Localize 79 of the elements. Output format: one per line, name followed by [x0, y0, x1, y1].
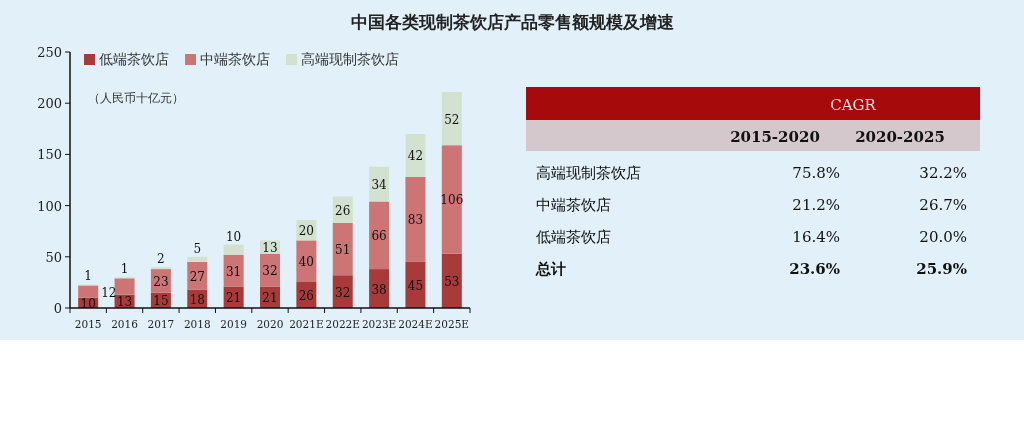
x-tick-label: 2020	[256, 318, 284, 330]
data-label: 1	[120, 262, 129, 277]
text: 21.2%	[792, 196, 840, 214]
text: 26.7%	[919, 196, 967, 214]
data-label: 10	[226, 229, 242, 244]
x-tick-label: 2017	[147, 318, 175, 330]
data-label: 32	[335, 285, 351, 300]
y-tick-label: 100	[37, 198, 62, 214]
bar	[441, 91, 462, 146]
text: 32.2%	[919, 164, 967, 182]
legend-label: 高端现制茶饮店	[301, 51, 399, 67]
data-label: 18	[189, 292, 205, 307]
text: 中国各类现制茶饮店产品零售额规模及增速	[350, 12, 674, 32]
bar	[369, 201, 390, 270]
text: 总计	[535, 260, 566, 278]
y-tick-label: 150	[37, 147, 62, 163]
bar	[187, 256, 208, 262]
text: 2015-2020	[730, 128, 820, 146]
data-label: 38	[371, 282, 387, 297]
x-tick-label: 2015	[74, 318, 102, 330]
text: 75.8%	[792, 164, 840, 182]
data-label: 42	[407, 149, 424, 164]
data-label: 12	[101, 285, 117, 300]
x-tick-label: 2024E	[398, 318, 433, 330]
x-tick-label: 2016	[111, 318, 139, 330]
text: 低端茶饮店	[536, 228, 611, 246]
data-label: 21	[226, 291, 242, 306]
data-label: 20	[298, 224, 314, 239]
bar	[441, 253, 462, 308]
data-label: 45	[407, 278, 424, 293]
data-label: 51	[335, 243, 351, 258]
y-axis-title: （人民币十亿元）	[88, 91, 184, 105]
y-tick-label: 250	[37, 45, 62, 60]
data-label: 1	[84, 269, 92, 284]
text: 2020-2025	[855, 128, 945, 146]
data-label: 27	[189, 269, 205, 284]
y-tick-label: 50	[45, 249, 62, 265]
bar	[223, 244, 244, 255]
text: 23.6%	[789, 260, 840, 278]
data-label: 34	[371, 178, 388, 193]
text: CAGR	[830, 96, 877, 114]
data-label: 21	[262, 291, 278, 306]
data-label: 15	[153, 294, 169, 309]
data-label: 13	[262, 241, 278, 256]
data-label: 2	[157, 252, 165, 267]
text: 25.9%	[916, 260, 967, 278]
x-tick-label: 2022E	[325, 318, 360, 330]
data-label: 52	[444, 112, 460, 127]
data-label: 32	[262, 264, 278, 279]
bar	[78, 285, 99, 298]
y-tick-label: 200	[37, 96, 62, 112]
x-tick-label: 2025E	[434, 318, 470, 330]
data-label: 40	[298, 254, 314, 269]
data-label: 13	[116, 295, 133, 310]
legend-label: 中端茶饮店	[200, 51, 270, 67]
x-tick-label: 2018	[183, 318, 211, 330]
y-tick-label: 0	[53, 301, 62, 316]
legend-label: 低端茶饮店	[99, 51, 169, 67]
data-label: 31	[226, 264, 242, 279]
data-label: 66	[371, 229, 387, 244]
text: 高端现制茶饮店	[536, 164, 641, 182]
data-label: 26	[335, 203, 351, 218]
text: 16.4%	[792, 228, 840, 246]
x-tick-label: 2019	[220, 318, 247, 330]
text: 中端茶饮店	[536, 196, 611, 214]
data-label: 53	[444, 274, 460, 289]
data-label: 26	[298, 288, 314, 303]
bar	[332, 223, 353, 276]
bar	[405, 133, 426, 177]
bar	[405, 176, 426, 262]
data-label: 23	[153, 274, 169, 289]
data-label: 83	[407, 213, 424, 228]
x-tick-label: 2023E	[361, 318, 397, 330]
bar	[441, 145, 462, 254]
text: 20.0%	[919, 228, 967, 246]
bar	[150, 267, 171, 270]
data-label: 5	[193, 241, 202, 256]
bar	[114, 278, 135, 295]
x-tick-label: 2021E	[289, 318, 324, 330]
